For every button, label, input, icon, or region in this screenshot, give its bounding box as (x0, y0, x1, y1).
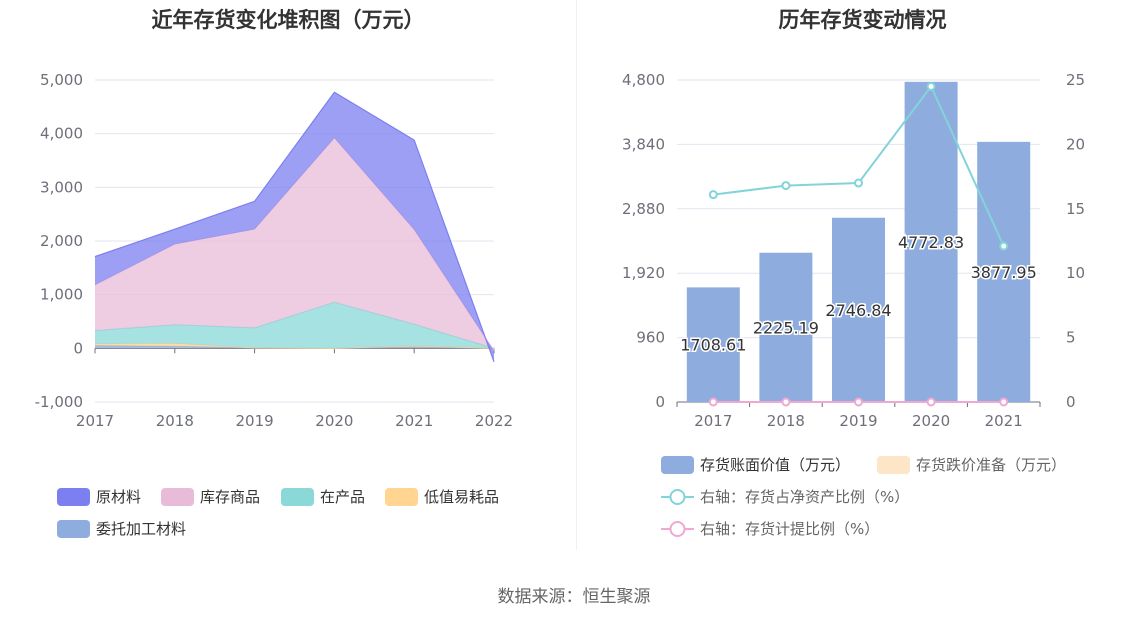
x-tick-label: 2018 (767, 412, 805, 430)
net-asset-ratio-point (708, 190, 718, 200)
y2-tick-label: 10 (1066, 264, 1085, 282)
y-tick-label: 3,840 (622, 135, 665, 153)
x-tick-label: 2018 (156, 412, 194, 430)
legend-swatch-inventory_goods (161, 488, 194, 506)
legend-swatch-impairment-reserve (877, 456, 910, 474)
bar-data-label: 1708.61 (680, 336, 746, 355)
area-line-raw_material (94, 91, 495, 363)
legend-label-consigned: 委托加工材料 (96, 520, 186, 538)
y2-tick-label: 5 (1066, 329, 1076, 347)
legend-swatch-low_value (385, 488, 418, 506)
right-chart-title: 历年存货变动情况 (778, 8, 947, 32)
bar-data-label: 4772.83 (898, 233, 964, 252)
y-tick-label: 1,920 (622, 264, 665, 282)
y-tick-label: 2,880 (622, 200, 665, 218)
legend-label-impairment-reserve: 存货跌价准备（万元） (916, 456, 1066, 474)
legend-label-net-asset-ratio: 右轴：存货占净资产比例（%） (700, 488, 909, 506)
x-tick-label: 2021 (395, 412, 433, 430)
y-tick-label: 4,800 (622, 71, 665, 89)
legend-swatch-consigned (57, 520, 90, 538)
bar-inventory-value (686, 287, 740, 402)
provision-ratio-point (854, 397, 863, 407)
legend-label-raw_material: 原材料 (96, 488, 141, 506)
bar-data-label: 3877.95 (971, 263, 1037, 282)
panel-divider (576, 0, 577, 550)
y-tick-label: 0 (73, 339, 83, 357)
left-chart-panel: 近年存货变化堆积图（万元） 5,000 4,000 3,000 2,000 1,000 0… (0, 0, 576, 550)
x-tick-label: 2022 (475, 412, 513, 430)
legend-label-inventory_goods: 库存商品 (200, 488, 260, 506)
x-tick-label: 2019 (236, 412, 274, 430)
x-tick-label: 2021 (985, 412, 1023, 430)
area-line-inventory_goods (94, 137, 495, 352)
y-tick-label: 2,000 (40, 232, 83, 250)
y-tick-label: 4,000 (40, 125, 83, 143)
net-asset-ratio-point (926, 81, 936, 91)
data-source-note: 数据来源：恒生聚源 (497, 587, 651, 607)
bar-data-label: 2746.84 (825, 301, 891, 320)
legend-label-provision-ratio: 右轴：存货计提比例（%） (700, 520, 879, 538)
legend-swatch-inventory-value (661, 456, 694, 474)
bar-line-chart: 4,800 3,840 2,880 1,920 960 0 25 20 15 10 5 0 2017 20… (622, 71, 1085, 538)
legend-swatch-work_in_progress (281, 488, 314, 506)
area-series-inventory_goods (95, 138, 494, 351)
legend-marker-net-asset-ratio (669, 489, 686, 505)
y2-tick-label: 0 (1066, 393, 1076, 411)
y-tick-label: -1,000 (35, 393, 83, 411)
area-series-work_in_progress (95, 302, 494, 349)
x-tick-label: 2020 (315, 412, 353, 430)
area-series-raw_material (95, 92, 494, 362)
x-tick-label: 2020 (912, 412, 950, 430)
bar-inventory-value (759, 252, 813, 402)
left-chart-title: 近年存货变化堆积图（万元） (151, 8, 425, 32)
legend-label-inventory-value: 存货账面价值（万元） (700, 456, 850, 474)
net-asset-ratio-point (781, 181, 791, 191)
y-tick-label: 0 (655, 393, 665, 411)
legend-marker-provision-ratio (669, 521, 686, 537)
bar-inventory-value (832, 217, 885, 402)
provision-ratio-point (708, 397, 718, 407)
x-tick-label: 2017 (694, 412, 732, 430)
legend-swatch-raw_material (57, 488, 90, 506)
bar-inventory-value (904, 81, 958, 402)
net-asset-ratio-point (854, 178, 863, 188)
x-tick-label: 2017 (76, 412, 114, 430)
y-tick-label: 1,000 (40, 286, 83, 304)
provision-ratio-point (781, 397, 791, 407)
provision-ratio-point (926, 397, 936, 407)
provision-ratio-point (999, 397, 1009, 407)
y-tick-label: 3,000 (40, 178, 83, 196)
bar-data-label: 2225.19 (753, 318, 819, 337)
y-tick-label: 5,000 (40, 71, 83, 89)
y2-tick-label: 20 (1066, 135, 1085, 153)
bar-inventory-value (977, 141, 1031, 402)
x-tick-label: 2019 (839, 412, 877, 430)
y2-tick-label: 15 (1066, 200, 1085, 218)
y-tick-label: 960 (636, 329, 665, 347)
right-chart-panel: 历年存货变动情况 4,800 3,840 2,880 1,920 960 0 25 20 15 1… (577, 0, 1148, 550)
y2-tick-label: 25 (1066, 71, 1085, 89)
legend-label-work_in_progress: 在产品 (320, 488, 365, 506)
legend-label-low_value: 低值易耗品 (424, 488, 499, 506)
net-asset-ratio-point (999, 241, 1009, 251)
